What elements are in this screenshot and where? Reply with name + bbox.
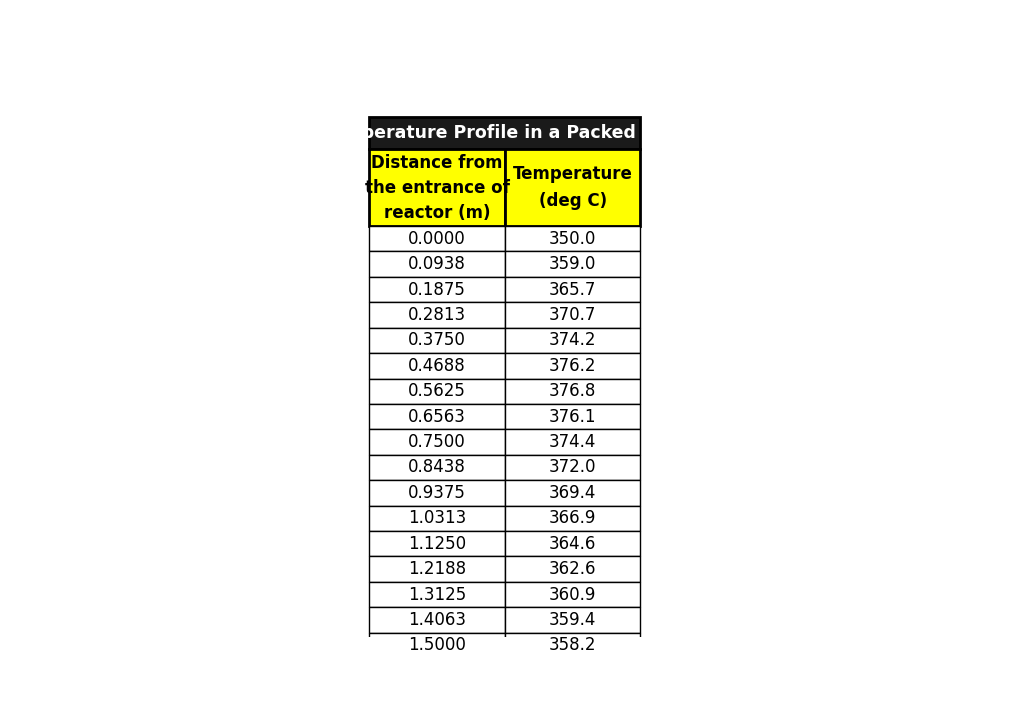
Text: 0.0000: 0.0000 — [408, 230, 466, 248]
Text: 0.7500: 0.7500 — [408, 433, 466, 451]
Bar — [504, 353, 640, 379]
Text: 366.9: 366.9 — [549, 509, 597, 527]
Text: 0.4688: 0.4688 — [408, 357, 466, 374]
Bar — [369, 226, 504, 251]
Text: 1.5000: 1.5000 — [408, 637, 466, 654]
Bar — [369, 505, 504, 531]
Text: 376.8: 376.8 — [549, 382, 597, 400]
Text: 374.2: 374.2 — [549, 332, 597, 349]
Text: Temperature Profile in a Packed Tube: Temperature Profile in a Packed Tube — [321, 124, 688, 142]
Text: 0.9375: 0.9375 — [408, 484, 466, 502]
Bar — [504, 430, 640, 455]
Text: 0.8438: 0.8438 — [408, 458, 466, 476]
Text: 0.6563: 0.6563 — [408, 407, 466, 425]
Bar — [504, 633, 640, 658]
Text: 1.1250: 1.1250 — [408, 535, 466, 553]
Bar — [369, 480, 504, 505]
Text: Temperature
(deg C): Temperature (deg C) — [513, 165, 632, 210]
Bar — [369, 149, 504, 226]
Bar — [369, 379, 504, 404]
Text: 362.6: 362.6 — [549, 560, 597, 578]
Text: 0.1875: 0.1875 — [408, 281, 466, 299]
Text: 1.4063: 1.4063 — [408, 611, 466, 629]
Bar — [504, 379, 640, 404]
Bar — [369, 607, 504, 633]
Bar — [504, 404, 640, 430]
Text: 374.4: 374.4 — [549, 433, 597, 451]
Bar — [369, 430, 504, 455]
Bar — [504, 556, 640, 582]
Bar — [504, 328, 640, 353]
Text: 0.5625: 0.5625 — [408, 382, 466, 400]
Text: 364.6: 364.6 — [549, 535, 597, 553]
Bar — [504, 302, 640, 328]
Bar — [504, 480, 640, 505]
Bar — [369, 328, 504, 353]
Bar — [504, 226, 640, 251]
Bar — [504, 251, 640, 277]
Bar — [369, 455, 504, 480]
Bar — [369, 117, 640, 149]
Text: 358.2: 358.2 — [549, 637, 597, 654]
Bar — [369, 251, 504, 277]
Bar — [369, 277, 504, 302]
Bar — [504, 149, 640, 226]
Bar — [504, 455, 640, 480]
Text: 0.2813: 0.2813 — [408, 306, 466, 324]
Text: Distance from
the entrance of
reactor (m): Distance from the entrance of reactor (m… — [365, 153, 510, 221]
Bar — [369, 404, 504, 430]
Bar — [369, 302, 504, 328]
Text: 370.7: 370.7 — [549, 306, 597, 324]
Text: 360.9: 360.9 — [549, 586, 597, 604]
Text: 350.0: 350.0 — [549, 230, 597, 248]
Bar — [369, 633, 504, 658]
Bar — [369, 353, 504, 379]
Text: 359.4: 359.4 — [549, 611, 597, 629]
Bar — [504, 277, 640, 302]
Text: 376.2: 376.2 — [549, 357, 597, 374]
Bar — [369, 531, 504, 556]
Bar — [504, 582, 640, 607]
Text: 1.3125: 1.3125 — [408, 586, 466, 604]
Text: 0.3750: 0.3750 — [408, 332, 466, 349]
Text: 376.1: 376.1 — [549, 407, 597, 425]
Text: 359.0: 359.0 — [549, 255, 597, 274]
Text: 365.7: 365.7 — [549, 281, 597, 299]
Text: 1.0313: 1.0313 — [408, 509, 466, 527]
Bar — [504, 531, 640, 556]
Text: 372.0: 372.0 — [549, 458, 597, 476]
Text: 1.2188: 1.2188 — [408, 560, 466, 578]
Text: 369.4: 369.4 — [549, 484, 597, 502]
Bar — [369, 582, 504, 607]
Text: 0.0938: 0.0938 — [408, 255, 466, 274]
Bar — [369, 556, 504, 582]
Bar — [504, 607, 640, 633]
Bar — [504, 505, 640, 531]
